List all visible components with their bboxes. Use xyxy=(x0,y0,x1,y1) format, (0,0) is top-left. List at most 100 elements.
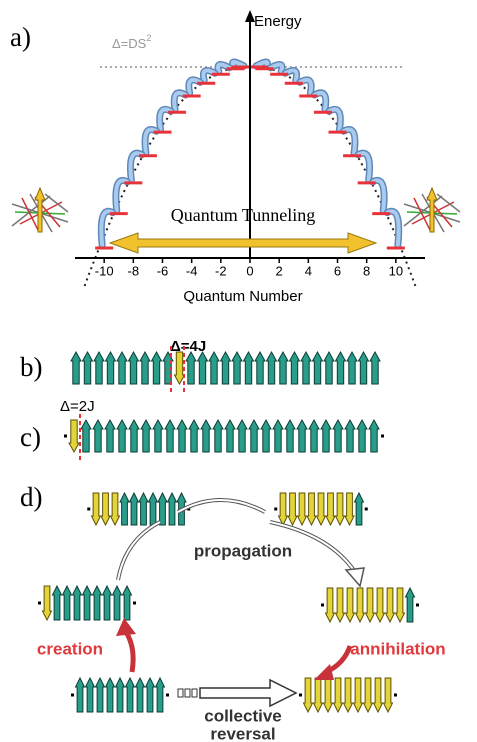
spin-arrow xyxy=(168,493,177,525)
spin-arrow xyxy=(326,493,335,525)
spin-arrow xyxy=(307,493,316,525)
spin-arrow xyxy=(356,588,365,622)
spin-arrow xyxy=(278,352,288,384)
spin-arrow xyxy=(396,588,405,622)
reversal-label: collective xyxy=(204,706,282,725)
spin-arrow xyxy=(374,678,383,712)
x-tick-label: 2 xyxy=(276,263,283,278)
spin-arrow xyxy=(81,420,91,452)
tunneling-arrow xyxy=(110,233,376,253)
spin-arrow xyxy=(106,678,115,712)
spin-arrow xyxy=(288,493,297,525)
spin-arrow xyxy=(177,420,187,452)
reversal-block xyxy=(192,689,197,697)
chain-end xyxy=(64,435,67,438)
spin-arrow xyxy=(165,420,175,452)
chain-end xyxy=(381,435,384,438)
chain-end xyxy=(87,508,90,511)
cycle-arc xyxy=(118,522,160,580)
spin-arrow xyxy=(347,352,357,384)
spin-arrow xyxy=(69,420,79,452)
spin-arrow xyxy=(111,493,120,525)
x-tick-label: -2 xyxy=(215,263,227,278)
spin-arrow xyxy=(158,493,167,525)
chain-end xyxy=(365,508,368,511)
propagation-label: propagation xyxy=(194,541,292,560)
spin-arrow xyxy=(333,420,343,452)
spin-arrow xyxy=(357,420,367,452)
transition-arrow xyxy=(101,211,112,245)
spin-arrow xyxy=(370,352,380,384)
spin-arrow xyxy=(106,352,116,384)
spin-arrow xyxy=(93,586,102,620)
spin-arrow xyxy=(201,420,211,452)
x-tick-label: 10 xyxy=(389,263,403,278)
spin-arrow xyxy=(120,493,129,525)
spin-arrow xyxy=(123,586,132,620)
spin-arrow xyxy=(314,678,323,712)
spin-arrow xyxy=(116,678,125,712)
x-tick-label: -10 xyxy=(95,263,114,278)
spin-arrow xyxy=(198,352,208,384)
spin-arrow xyxy=(139,493,148,525)
x-tick-label: 4 xyxy=(305,263,312,278)
panel-label: d) xyxy=(20,482,43,512)
creation-arrowhead xyxy=(116,618,136,636)
figure: a) Energy Δ=DS2 Quantum Number b) Δ=4J c… xyxy=(0,0,477,742)
spin-arrow xyxy=(153,420,163,452)
annihilation-label: annihilation xyxy=(350,639,445,658)
x-tick-label: 6 xyxy=(334,263,341,278)
spin-arrow xyxy=(290,352,300,384)
barrier-sup: 2 xyxy=(146,33,151,43)
spin-arrow xyxy=(73,586,82,620)
spin-arrow xyxy=(130,493,139,525)
creation-arrow xyxy=(126,632,133,672)
spin-arrow xyxy=(117,420,127,452)
spin-arrow xyxy=(376,588,385,622)
spin-arrow xyxy=(213,420,223,452)
reversal-block xyxy=(185,689,190,697)
spin-arrow xyxy=(386,588,395,622)
cycle-arrowhead xyxy=(346,568,364,586)
x-tick-label: -6 xyxy=(157,263,169,278)
spin-arrow xyxy=(129,420,139,452)
spin-arrow xyxy=(237,420,247,452)
spin-arrow xyxy=(232,352,242,384)
spin-arrow xyxy=(129,352,139,384)
x-tick-label: 8 xyxy=(363,263,370,278)
chain-end xyxy=(71,694,74,697)
spin-arrow xyxy=(267,352,277,384)
spin-arrow xyxy=(140,352,150,384)
spin-arrow xyxy=(141,420,151,452)
spin-arrow xyxy=(324,352,334,384)
spin-arrow xyxy=(334,678,343,712)
spin-arrow xyxy=(301,352,311,384)
spin-arrow xyxy=(336,352,346,384)
spin-arrow xyxy=(136,678,145,712)
panel-label: a) xyxy=(10,22,31,52)
spin-arrow xyxy=(96,678,105,712)
spin-arrow xyxy=(317,493,326,525)
reversal-arrow xyxy=(200,680,296,706)
chain-end xyxy=(321,604,324,607)
spin-arrow xyxy=(92,493,101,525)
spin-arrow xyxy=(336,493,345,525)
spin-arrow xyxy=(406,588,415,622)
spin-arrow xyxy=(189,420,199,452)
spin-arrow xyxy=(297,420,307,452)
spin-arrow xyxy=(326,588,335,622)
annihilation-arrowhead xyxy=(314,664,334,680)
barrier-label: Δ=DS2 xyxy=(112,33,151,51)
reversal-block xyxy=(178,689,183,697)
spin-arrow xyxy=(336,588,345,622)
spin-arrow xyxy=(255,352,265,384)
spin-arrow xyxy=(364,678,373,712)
spin-arrow xyxy=(83,352,93,384)
spin-arrow xyxy=(309,420,319,452)
creation-label: creation xyxy=(37,639,103,658)
spin-arrow xyxy=(354,678,363,712)
spin-arrow xyxy=(285,420,295,452)
chain-end xyxy=(416,604,419,607)
spin-arrow xyxy=(221,352,231,384)
spin-arrow xyxy=(344,678,353,712)
